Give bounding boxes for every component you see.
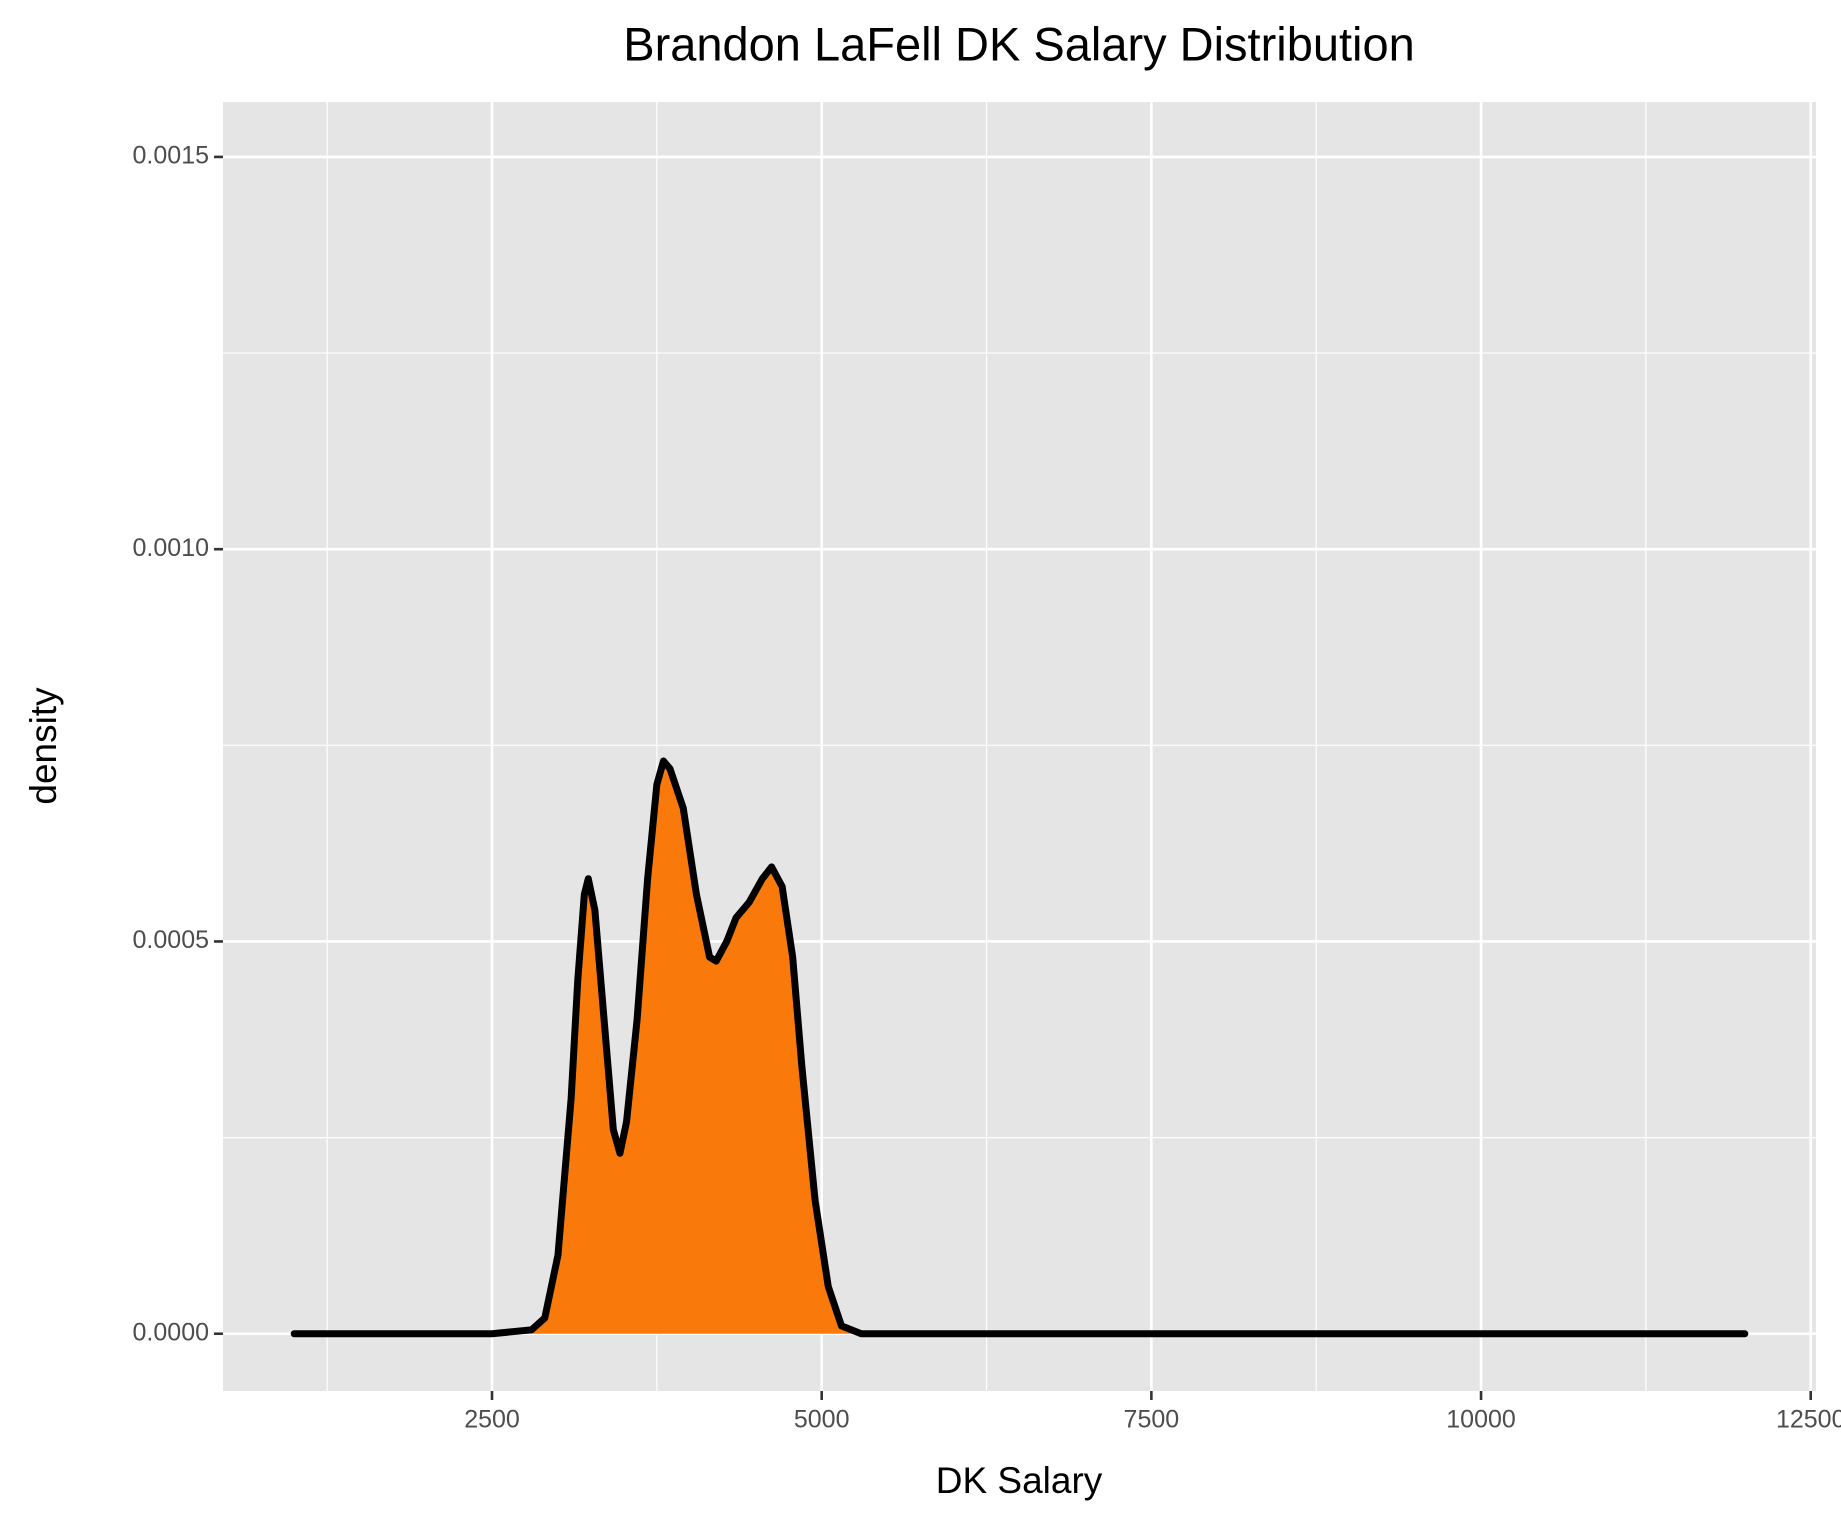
y-tick-label: 0.0005 bbox=[133, 926, 209, 954]
y-tick-label: 0.0000 bbox=[133, 1318, 209, 1346]
x-axis-title: DK Salary bbox=[936, 1460, 1103, 1501]
x-tick-label: 5000 bbox=[794, 1406, 850, 1434]
x-tick-label: 10000 bbox=[1446, 1406, 1516, 1434]
panel bbox=[223, 102, 1816, 1391]
marks bbox=[290, 757, 1749, 1338]
x-tick-label: 7500 bbox=[1124, 1406, 1180, 1434]
y-tick-label: 0.0010 bbox=[133, 534, 209, 562]
x-tick-label: 2500 bbox=[464, 1406, 520, 1434]
y-axis-title: density bbox=[23, 687, 64, 805]
density-area bbox=[294, 761, 1745, 1334]
grid bbox=[223, 102, 1816, 1391]
y-tick-label: 0.0015 bbox=[133, 142, 209, 170]
chart-title: Brandon LaFell DK Salary Distribution bbox=[623, 17, 1415, 70]
density-line bbox=[290, 757, 1749, 1338]
x-tick-label: 12500 bbox=[1776, 1406, 1841, 1434]
